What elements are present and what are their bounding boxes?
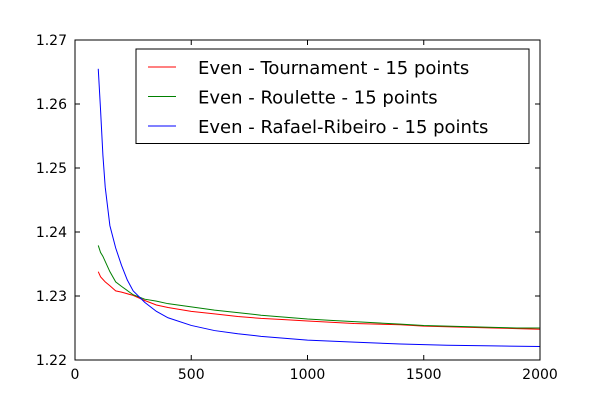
x-tick-label: 1000 — [290, 367, 326, 383]
y-tick-label: 1.26 — [36, 97, 67, 113]
x-tick-label: 500 — [178, 367, 205, 383]
legend-entry-label: Even - Tournament - 15 points — [198, 58, 469, 79]
legend-box — [135, 48, 530, 144]
plot-frame — [74, 39, 541, 361]
y-tick-label: 1.24 — [36, 225, 67, 241]
legend-entry-label: Even - Roulette - 15 points — [198, 88, 438, 109]
y-tick-label: 1.23 — [36, 289, 67, 305]
x-tick-label: 1500 — [406, 367, 442, 383]
y-tick-label: 1.25 — [36, 161, 67, 177]
series-line-3 — [97, 68, 541, 348]
x-tick-label: 0 — [71, 367, 80, 383]
series-line-2 — [97, 245, 540, 329]
x-axis-tick-labels: 0 500 1000 1500 2000 — [71, 367, 558, 383]
y-tick-label: 1.22 — [36, 353, 67, 369]
series-line-1 — [97, 271, 541, 330]
legend-entry-label: Even - Rafael-Ribeiro - 15 points — [198, 117, 488, 138]
x-tick-label: 2000 — [522, 367, 558, 383]
y-tick-label: 1.27 — [36, 33, 67, 49]
legend: Even - Tournament - 15 points Even - Roul… — [135, 48, 530, 144]
y-axis-tick-labels: 1.22 1.23 1.24 1.25 1.26 1.27 — [36, 33, 67, 369]
series-layer — [97, 68, 541, 348]
